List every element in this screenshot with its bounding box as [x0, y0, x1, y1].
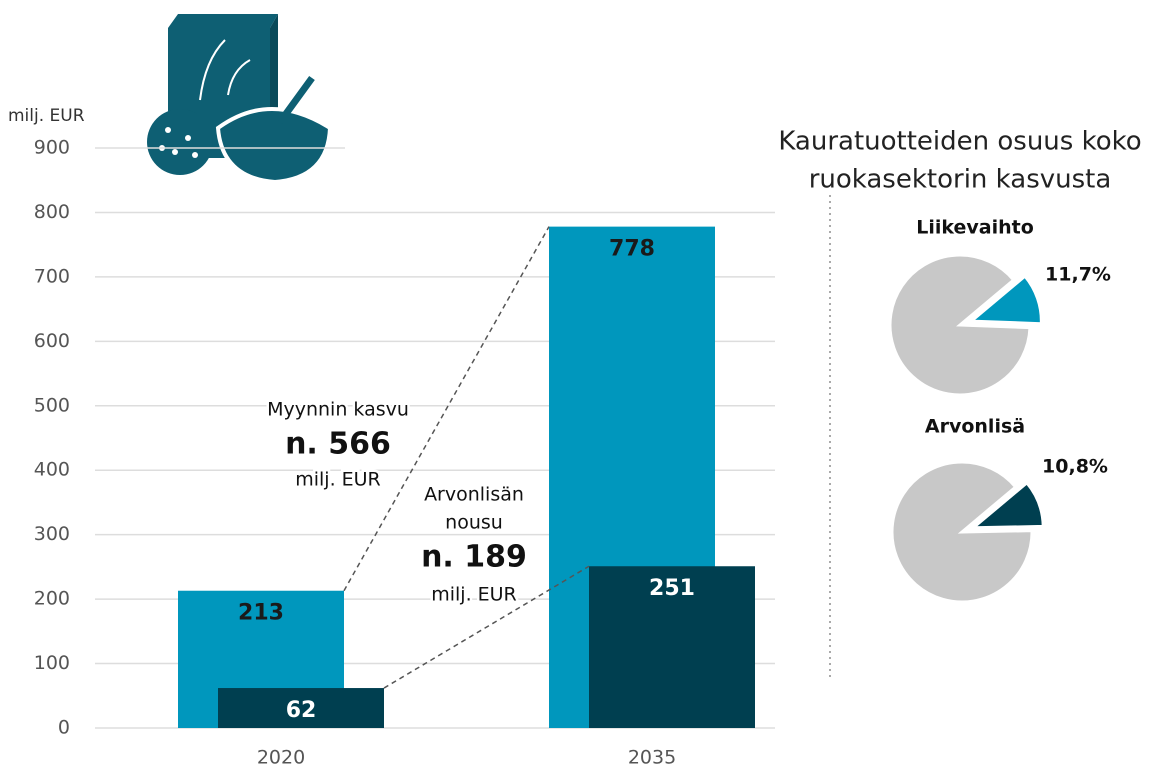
bar-label: 62: [286, 698, 317, 723]
bar-label: 213: [238, 601, 284, 626]
annotation: n. 566: [285, 427, 391, 462]
y-tick-label: 0: [58, 717, 70, 739]
annotation: Myynnin kasvu: [267, 399, 409, 421]
chart: Kauratuotteiden osuus koko ruokasektorin…: [0, 0, 1149, 776]
pie-label: 10,8%: [1042, 456, 1108, 478]
y-tick-label: 100: [34, 652, 70, 674]
y-tick-label: 600: [34, 330, 70, 352]
y-tick-label: 500: [34, 394, 70, 416]
panel-title: Kauratuotteiden osuus koko: [778, 127, 1141, 157]
bar-label: 251: [649, 576, 695, 601]
cereal-icon: [147, 14, 330, 182]
bar-label: 778: [609, 237, 655, 262]
annotation: n. 189: [421, 540, 527, 575]
annotation: nousu: [445, 512, 503, 534]
panel-title: ruokasektorin kasvusta: [809, 165, 1112, 195]
pie-slice: [892, 462, 1032, 602]
pie-label: 11,7%: [1045, 264, 1111, 286]
pie-title: Liikevaihto: [916, 217, 1034, 239]
y-tick-label: 800: [34, 201, 70, 223]
y-tick-label: 900: [34, 137, 70, 159]
annotation: Arvonlisän: [424, 484, 524, 506]
pie-slice: [890, 255, 1030, 395]
annotation: milj. EUR: [295, 469, 381, 491]
x-tick-label: 2020: [257, 747, 305, 769]
y-tick-label: 200: [34, 588, 70, 610]
x-tick-label: 2035: [628, 747, 676, 769]
y-tick-label: 700: [34, 265, 70, 287]
y-tick-label: 400: [34, 459, 70, 481]
annotation: milj. EUR: [431, 584, 517, 606]
pie-title: Arvonlisä: [925, 416, 1025, 438]
y-tick-label: 300: [34, 523, 70, 545]
y-axis-label: milj. EUR: [8, 106, 85, 126]
